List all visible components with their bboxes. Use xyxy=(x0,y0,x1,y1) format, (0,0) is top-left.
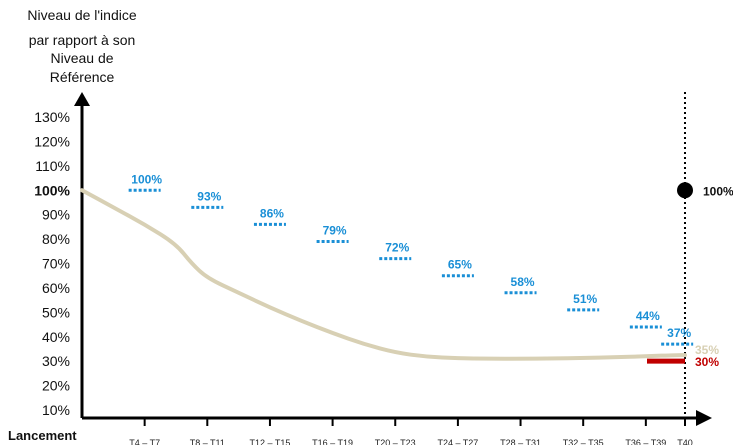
y-tick-label: 30% xyxy=(42,353,70,369)
y-axis-title-line: Niveau de xyxy=(50,50,113,66)
x-tick-label: T16 – T19 xyxy=(312,438,353,445)
threshold-level-label: 86% xyxy=(260,206,284,220)
x-tick-label: T24 – T27 xyxy=(437,438,478,445)
y-tick-label: 40% xyxy=(42,329,70,345)
end-marker-label: 35% xyxy=(695,343,719,357)
y-tick-labels: 130% 120% 110% 100% 90% 80% 70% 60% 50% 40% 30% 20%… xyxy=(34,109,70,418)
y-axis-title-line: par rapport à son xyxy=(29,32,136,48)
y-tick-label: 100% xyxy=(34,182,70,198)
end-marker-label: 30% xyxy=(695,355,719,369)
threshold-level-label: 72% xyxy=(385,241,409,255)
x-origin-label: Lancement xyxy=(8,428,77,443)
x-tick-label: T12 – T15 xyxy=(250,438,291,445)
threshold-level-label: 100% xyxy=(131,172,162,186)
x-tick-label: T32 – T35 xyxy=(563,438,604,445)
y-tick-label: 80% xyxy=(42,231,70,247)
y-tick-label: 10% xyxy=(42,402,70,418)
y-tick-label: 20% xyxy=(42,378,70,394)
threshold-level-label: 79% xyxy=(323,224,347,238)
y-tick-label: 110% xyxy=(35,158,70,174)
x-tick-labels: T4 – T7 T8 – T11 T12 – T15 T16 – T19 T20 – T… xyxy=(129,418,693,445)
threshold-level-label: 58% xyxy=(511,275,535,289)
series-lines xyxy=(80,188,687,361)
axes xyxy=(74,92,712,426)
y-tick-label: 120% xyxy=(34,133,70,149)
threshold-level-label: 44% xyxy=(636,309,660,323)
index-line xyxy=(80,188,687,361)
x-tick-label: T28 – T31 xyxy=(500,438,541,445)
y-tick-label: 90% xyxy=(42,207,70,223)
x-axis-arrow xyxy=(696,410,712,426)
threshold-level-label: 65% xyxy=(448,258,472,272)
y-tick-label: 60% xyxy=(42,280,70,296)
threshold-level-label: 93% xyxy=(197,189,221,203)
threshold-level-label: 51% xyxy=(573,292,597,306)
y-tick-label: 130% xyxy=(34,109,70,125)
reference-point-label: 100% xyxy=(703,184,733,198)
y-axis-title-line: Référence xyxy=(50,69,115,85)
y-axis-title: Niveau de l'indice par rapport à son Nivea… xyxy=(27,7,137,85)
y-axis-arrow xyxy=(74,92,90,106)
threshold-levels: 100% 93% 86% 79% 72% 65% 58% 51% 44% 37% xyxy=(128,172,694,346)
x-tick-label: T36 – T39 xyxy=(625,438,666,445)
y-tick-label: 50% xyxy=(42,304,70,320)
x-tick-label: T40 xyxy=(677,438,693,445)
reference-point xyxy=(677,182,693,199)
end-markers: 35%30% 100% xyxy=(647,182,733,369)
y-axis-title-line: Niveau de l'indice xyxy=(27,7,137,23)
x-tick-label: T4 – T7 xyxy=(129,438,160,445)
y-tick-label: 70% xyxy=(42,256,70,272)
threshold-level-label: 37% xyxy=(667,326,691,340)
x-tick-label: T8 – T11 xyxy=(190,438,225,445)
x-tick-label: T20 – T23 xyxy=(375,438,416,445)
